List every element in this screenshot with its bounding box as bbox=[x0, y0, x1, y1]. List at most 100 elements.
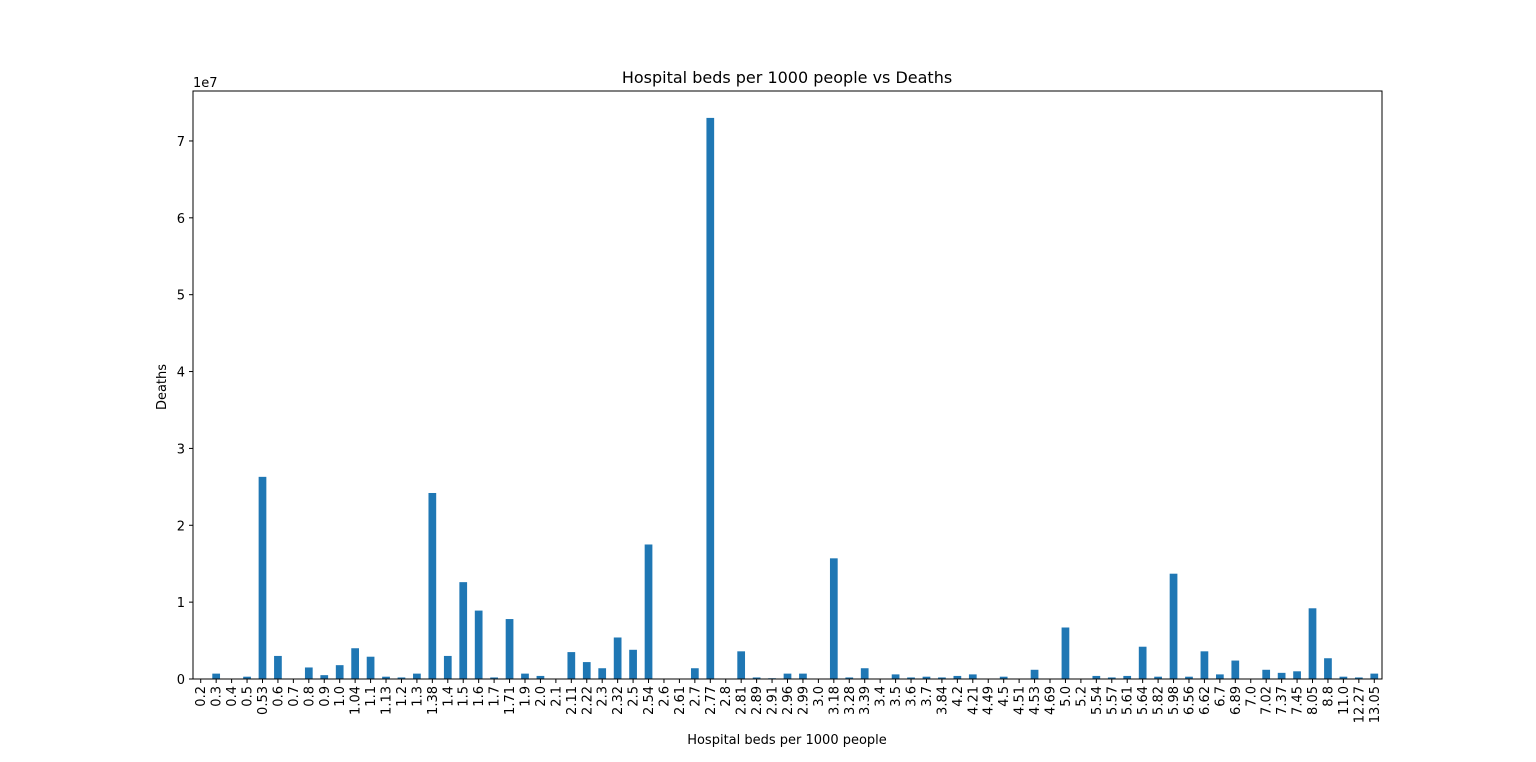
x-tick-label: 8.05 bbox=[1306, 686, 1321, 715]
bar bbox=[335, 665, 344, 679]
bar bbox=[644, 544, 653, 679]
bar bbox=[706, 117, 715, 679]
x-tick-label: 1.4 bbox=[441, 686, 456, 707]
x-tick-label: 3.84 bbox=[935, 686, 950, 715]
bar bbox=[382, 676, 390, 679]
x-tick-label: 0.6 bbox=[271, 686, 286, 707]
x-tick-label: 2.6 bbox=[657, 686, 672, 707]
x-axis-label: Hospital beds per 1000 people bbox=[687, 733, 887, 748]
bar bbox=[1092, 675, 1101, 679]
y-tick-label: 0 bbox=[177, 673, 185, 688]
x-tick-label: 3.6 bbox=[905, 686, 920, 707]
x-tick-label: 1.71 bbox=[503, 686, 518, 715]
bar bbox=[397, 677, 406, 679]
x-tick-label: 1.2 bbox=[395, 686, 410, 707]
y-tick-label: 2 bbox=[177, 519, 185, 534]
x-axis: 0.2 0.3 0.4 0.5 0.53 0.6 0.7 0.8 0.9 1.0 1.04 1.1 1.… bbox=[194, 679, 1383, 723]
x-tick-label: 8.8 bbox=[1321, 686, 1336, 707]
bar bbox=[1262, 669, 1271, 679]
x-tick-label: 7.37 bbox=[1275, 686, 1290, 715]
bar bbox=[521, 673, 529, 679]
x-tick-label: 5.54 bbox=[1090, 686, 1105, 715]
x-tick-label: 6.7 bbox=[1213, 686, 1228, 707]
bar bbox=[582, 662, 591, 679]
x-tick-label: 6.56 bbox=[1182, 686, 1197, 715]
bar bbox=[1123, 675, 1132, 679]
bar bbox=[737, 651, 746, 679]
bar bbox=[783, 673, 792, 679]
bar bbox=[860, 668, 869, 679]
bar bbox=[1293, 671, 1301, 679]
bar bbox=[799, 673, 807, 679]
bar bbox=[1200, 651, 1209, 679]
x-tick-label: 2.8 bbox=[719, 686, 734, 707]
x-tick-label: 3.18 bbox=[827, 686, 842, 715]
bar bbox=[505, 619, 514, 679]
bar bbox=[922, 676, 931, 679]
x-tick-label: 1.38 bbox=[426, 686, 441, 715]
bar bbox=[953, 675, 962, 679]
x-tick-label: 4.51 bbox=[1013, 686, 1028, 715]
x-tick-label: 3.0 bbox=[812, 686, 827, 707]
bar bbox=[1061, 627, 1070, 679]
y-tick-label: 4 bbox=[177, 366, 185, 381]
x-tick-label: 2.3 bbox=[596, 686, 611, 707]
x-tick-label: 1.5 bbox=[457, 686, 472, 707]
bar bbox=[845, 677, 854, 679]
x-tick-label: 1.13 bbox=[380, 686, 395, 715]
x-tick-label: 4.53 bbox=[1028, 686, 1043, 715]
bar bbox=[536, 675, 545, 679]
x-tick-label: 7.45 bbox=[1291, 686, 1306, 715]
bar bbox=[243, 676, 251, 679]
x-tick-label: 2.7 bbox=[688, 686, 703, 707]
x-tick-label: 3.4 bbox=[874, 686, 889, 707]
x-tick-label: 0.5 bbox=[241, 686, 256, 707]
x-tick-label: 2.22 bbox=[580, 686, 595, 715]
x-tick-label: 0.2 bbox=[194, 686, 209, 707]
x-tick-label: 1.0 bbox=[333, 686, 348, 707]
bar bbox=[304, 667, 313, 679]
x-tick-label: 12.27 bbox=[1352, 686, 1367, 723]
x-tick-label: 2.77 bbox=[704, 686, 719, 715]
bar bbox=[212, 673, 221, 679]
x-tick-label: 0.53 bbox=[256, 686, 271, 715]
x-tick-label: 2.91 bbox=[766, 686, 781, 715]
y-tick-label: 1 bbox=[177, 596, 185, 611]
x-tick-label: 1.3 bbox=[410, 686, 425, 707]
bar bbox=[1370, 673, 1379, 679]
bar bbox=[752, 677, 761, 679]
bar bbox=[598, 668, 607, 679]
x-tick-label: 1.1 bbox=[364, 686, 379, 707]
bar bbox=[366, 656, 375, 679]
x-tick-label: 1.6 bbox=[472, 686, 487, 707]
x-tick-label: 2.61 bbox=[673, 686, 688, 715]
x-tick-label: 11.0 bbox=[1337, 686, 1352, 715]
bar bbox=[1138, 646, 1147, 679]
x-tick-label: 3.39 bbox=[858, 686, 873, 715]
bar bbox=[1324, 658, 1332, 679]
y-tick-label: 5 bbox=[177, 289, 185, 304]
bar bbox=[1216, 674, 1224, 679]
bar bbox=[1231, 660, 1240, 679]
x-tick-label: 4.21 bbox=[966, 686, 981, 715]
bar bbox=[1107, 677, 1116, 679]
x-tick-label: 2.0 bbox=[534, 686, 549, 707]
plot-frame bbox=[192, 90, 1383, 680]
x-tick-label: 5.57 bbox=[1105, 686, 1120, 715]
bar bbox=[274, 655, 282, 679]
bar bbox=[443, 655, 452, 679]
x-tick-label: 2.32 bbox=[611, 686, 626, 715]
x-tick-label: 3.5 bbox=[889, 686, 904, 707]
bar bbox=[968, 674, 977, 679]
chart-title: Hospital beds per 1000 people vs Deaths bbox=[622, 68, 952, 87]
bar bbox=[999, 676, 1008, 679]
bar bbox=[891, 674, 900, 679]
x-tick-label: 4.69 bbox=[1044, 686, 1059, 715]
x-tick-label: 1.9 bbox=[518, 686, 533, 707]
x-tick-label: 13.05 bbox=[1368, 686, 1383, 723]
x-tick-label: 3.28 bbox=[843, 686, 858, 715]
x-tick-label: 5.0 bbox=[1059, 686, 1074, 707]
x-tick-label: 5.82 bbox=[1152, 686, 1167, 715]
y-axis: 0 1 2 3 4 5 6 7 bbox=[177, 135, 193, 688]
bar bbox=[490, 677, 498, 679]
